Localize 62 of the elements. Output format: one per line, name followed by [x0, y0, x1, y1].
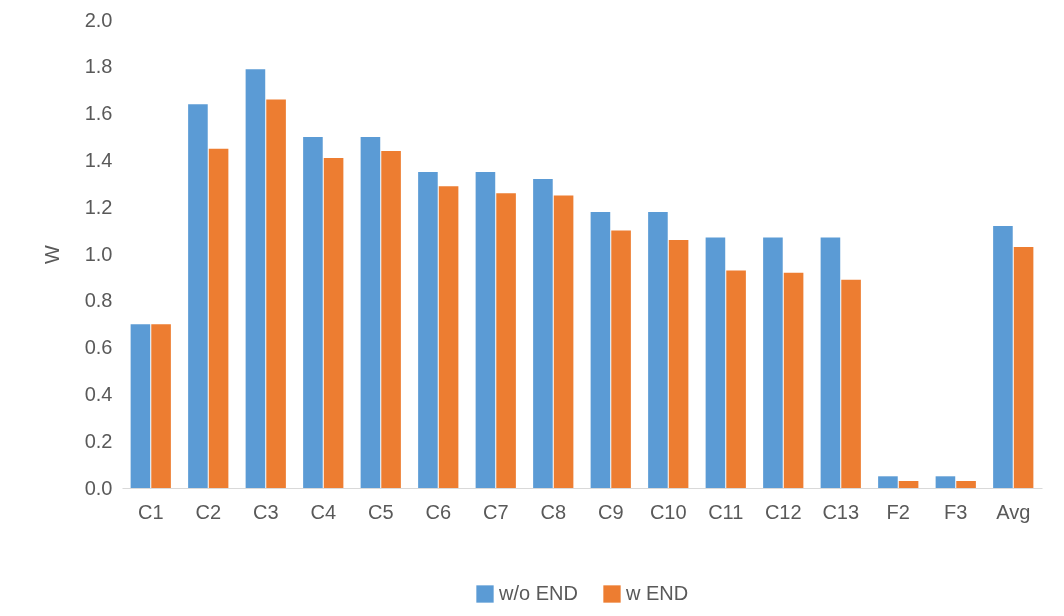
bar — [935, 476, 956, 488]
bar — [783, 272, 804, 488]
y-tick-label: 0.0 — [84, 476, 113, 499]
y-tick-label: 0.6 — [84, 336, 113, 359]
y-axis-title: W — [40, 244, 63, 264]
bar — [878, 476, 898, 488]
bar — [820, 237, 841, 488]
bar — [438, 186, 459, 488]
y-tick-label: 1.6 — [84, 102, 113, 125]
bar — [418, 172, 438, 488]
bar — [151, 324, 171, 488]
x-tick-label: C6 — [425, 500, 452, 523]
x-tick-label: F2 — [886, 500, 910, 523]
x-tick-label: C10 — [649, 500, 687, 523]
bar — [898, 480, 919, 488]
x-tick-label: C9 — [597, 500, 624, 523]
bar — [533, 179, 553, 488]
bar — [763, 237, 783, 488]
bar — [705, 237, 726, 488]
bar — [245, 69, 266, 488]
y-tick-label: 2.0 — [84, 8, 113, 31]
x-tick-label: C4 — [310, 500, 337, 523]
y-tick-label: 1.0 — [84, 242, 113, 265]
bar — [668, 239, 689, 488]
bar — [188, 104, 208, 488]
y-tick-label: 1.4 — [84, 148, 113, 171]
bar — [496, 193, 516, 488]
x-tick-label: F3 — [944, 500, 968, 523]
bar — [611, 230, 631, 488]
y-tick-label: 1.2 — [84, 195, 113, 218]
bar — [130, 324, 151, 488]
x-tick-label: C1 — [137, 500, 164, 523]
x-tick-label: C11 — [708, 500, 744, 523]
bar — [475, 172, 496, 488]
x-tick-label: C3 — [252, 500, 279, 523]
bar — [993, 225, 1013, 488]
bar — [303, 137, 323, 488]
x-tick-label: C2 — [195, 500, 222, 523]
bar — [1013, 246, 1034, 488]
y-tick-label: 0.4 — [84, 382, 113, 405]
bar — [360, 137, 381, 488]
x-tick-label: C7 — [482, 500, 509, 523]
bar — [648, 211, 668, 488]
x-tick-label: Avg — [996, 500, 1031, 523]
bar — [726, 270, 746, 488]
y-tick-label: 1.8 — [84, 55, 113, 78]
bar — [956, 480, 976, 488]
bar — [381, 151, 401, 488]
x-tick-label: C8 — [540, 500, 567, 523]
y-tick-label: 0.8 — [84, 289, 113, 312]
bar — [553, 195, 574, 488]
bar — [590, 211, 611, 488]
legend-label: w END — [625, 582, 689, 604]
legend-label: w/o END — [498, 582, 578, 604]
x-tick-label: C13 — [822, 500, 860, 523]
bar — [841, 279, 861, 488]
bar — [266, 99, 286, 488]
bar — [323, 158, 344, 488]
x-tick-label: C5 — [367, 500, 394, 523]
y-tick-label: 0.2 — [84, 429, 113, 452]
x-tick-label: C12 — [764, 500, 802, 523]
bar — [208, 148, 229, 488]
